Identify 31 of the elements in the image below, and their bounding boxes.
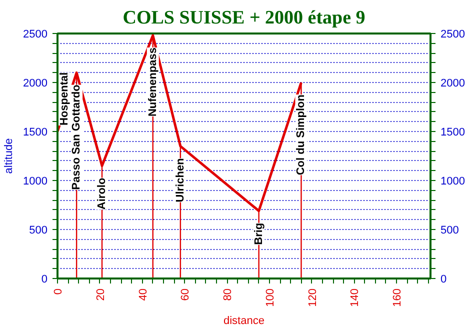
y2-tick-label: 2000 — [440, 78, 465, 90]
x-tick-label: 160 — [392, 288, 404, 307]
x-tick-label: 60 — [180, 288, 192, 301]
x-axis-title: distance — [224, 314, 264, 327]
x-tick-label: 40 — [137, 288, 150, 301]
x-tick-label: 120 — [306, 288, 319, 307]
y2-tick-label: 1500 — [440, 126, 465, 138]
y-tick-label: 2000 — [23, 78, 48, 90]
y-tick-label: 0 — [41, 274, 48, 286]
ref-line-label: Nufenenpass — [146, 47, 159, 117]
annotation: Hospental — [58, 72, 70, 126]
ref-line-label: Brig — [252, 222, 265, 245]
x-tick-label: 140 — [349, 288, 362, 307]
y-tick-label: 1500 — [23, 126, 48, 138]
x-tick-label: 80 — [222, 288, 234, 301]
y-tick-label: 2500 — [23, 28, 48, 40]
ref-line-label: Col du Simplon — [295, 94, 308, 176]
y2-tick-label: 500 — [440, 224, 459, 236]
x-tick-label: 100 — [264, 288, 276, 307]
ref-line-label: Passo San Gottardo — [70, 84, 83, 190]
x-tick-label: 0 — [52, 288, 64, 295]
y2-tick-label: 0 — [440, 274, 447, 286]
ref-line-label: Airolo — [96, 178, 108, 210]
chart-title: COLS SUISSE + 2000 étape 9 — [122, 8, 366, 28]
x-tick-label: 20 — [94, 288, 107, 301]
y-axis-title: altitude — [3, 138, 16, 174]
y-tick-label: 1000 — [23, 176, 48, 188]
y2-tick-label: 1000 — [440, 176, 465, 188]
y2-tick-label: 2500 — [440, 28, 465, 40]
ref-line-label: Ulrichen — [174, 158, 186, 202]
y-tick-label: 500 — [29, 224, 48, 236]
